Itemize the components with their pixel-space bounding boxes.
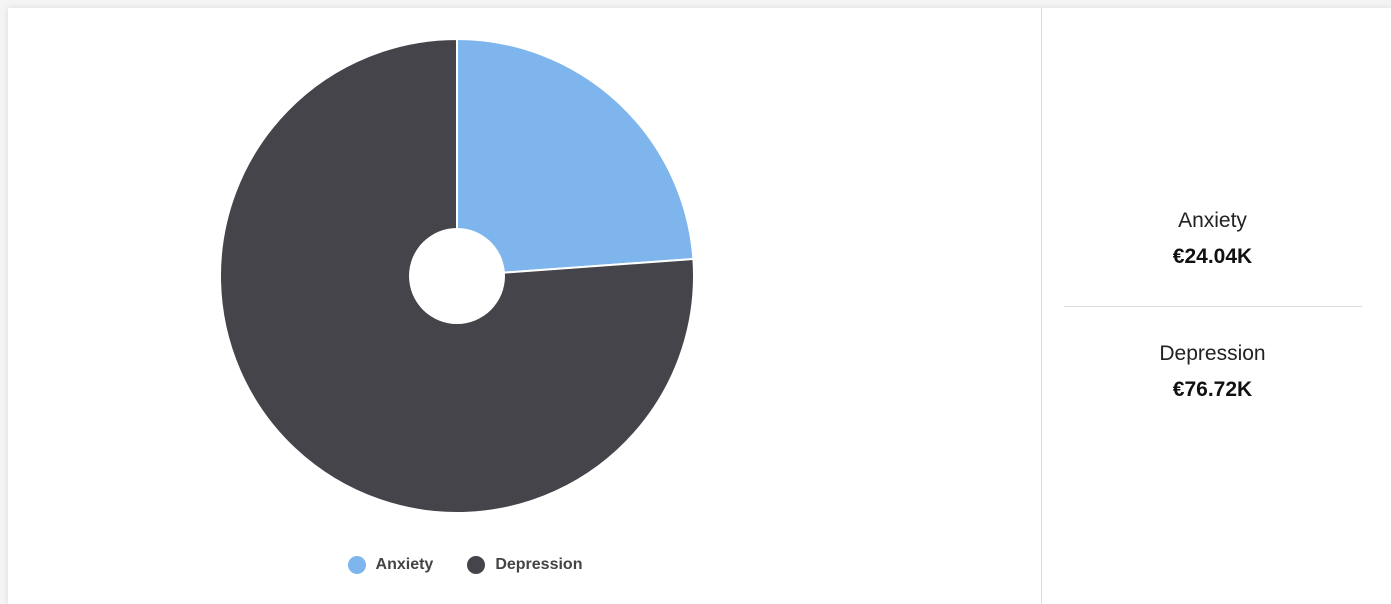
summary-divider bbox=[1064, 306, 1362, 307]
legend-dot-depression bbox=[467, 556, 486, 574]
summary-label-anxiety: Anxiety bbox=[1178, 209, 1247, 232]
legend-label-depression: Depression bbox=[495, 556, 583, 573]
summary-label-depression: Depression bbox=[1159, 342, 1266, 365]
summary-value-anxiety: €24.04K bbox=[1172, 245, 1253, 268]
summary-value-depression: €76.72K bbox=[1172, 378, 1253, 401]
legend-item-anxiety[interactable]: Anxiety bbox=[347, 556, 434, 574]
summary-panel: Anxiety €24.04K Depression €76.72K bbox=[1042, 8, 1391, 604]
pie-chart bbox=[219, 37, 695, 514]
chart-card: Anxiety Depression Anxiety €24.04K Depre… bbox=[8, 8, 1391, 604]
chart-legend: Anxiety Depression bbox=[8, 556, 922, 574]
vertical-divider bbox=[1041, 8, 1042, 604]
pie-center-hole bbox=[409, 228, 505, 324]
legend-item-depression[interactable]: Depression bbox=[467, 556, 582, 574]
legend-dot-anxiety bbox=[347, 556, 366, 574]
summary-item-anxiety: Anxiety €24.04K bbox=[1042, 208, 1383, 270]
legend-label-anxiety: Anxiety bbox=[375, 556, 434, 573]
pie-slice-anxiety[interactable] bbox=[456, 37, 695, 278]
summary-item-depression: Depression €76.72K bbox=[1042, 341, 1383, 403]
pie-chart-area: Anxiety Depression bbox=[8, 8, 1041, 604]
